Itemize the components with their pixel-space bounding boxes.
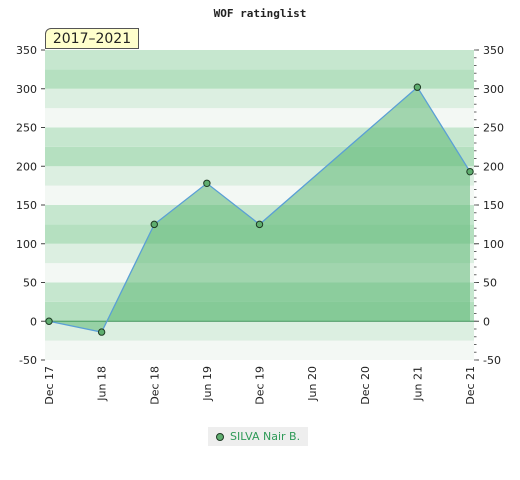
x-tick-label: Jun 19 xyxy=(201,366,214,402)
y-tick-label-left: 300 xyxy=(16,83,37,96)
y-tick-label-left: 100 xyxy=(16,238,37,251)
x-tick-label: Dec 21 xyxy=(464,366,477,405)
tick-layer: -50 -50 0 0 50 50 100 100 150 150 200 200 250 250 300 3… xyxy=(16,44,504,405)
y-tick-label-right: 100 xyxy=(483,238,504,251)
data-point xyxy=(255,220,264,229)
background-band xyxy=(45,321,474,341)
period-label: 2017–2021 xyxy=(45,28,139,49)
y-tick-label-right: 50 xyxy=(483,277,497,290)
y-tick-label-left: 350 xyxy=(16,44,37,57)
y-tick-label-right: 200 xyxy=(483,160,504,173)
background-band xyxy=(45,108,474,128)
data-point xyxy=(45,317,53,325)
y-tick-label-right: -50 xyxy=(483,354,501,367)
data-point xyxy=(466,167,474,176)
x-tick-label: Jun 18 xyxy=(96,366,109,402)
y-tick-label-right: 0 xyxy=(483,315,490,328)
background-band xyxy=(45,69,474,89)
data-point xyxy=(413,83,422,91)
x-tick-label: Dec 17 xyxy=(43,366,56,405)
x-tick-label: Dec 18 xyxy=(148,366,161,405)
y-tick-label-left: 200 xyxy=(16,160,37,173)
data-point xyxy=(150,220,158,229)
series-area xyxy=(49,87,470,333)
x-tick-label: Jun 20 xyxy=(306,366,319,402)
legend: SILVA Nair B. xyxy=(208,427,309,446)
y-tick-label-right: 350 xyxy=(483,44,504,57)
y-tick-label-left: 250 xyxy=(16,122,37,135)
x-tick-label: Dec 19 xyxy=(254,366,267,405)
x-tick-label: Jun 21 xyxy=(411,366,424,402)
x-tick-label: Dec 20 xyxy=(359,366,372,405)
marks-layer xyxy=(45,83,474,336)
y-tick-label-right: 250 xyxy=(483,122,504,135)
y-tick-label-left: 0 xyxy=(30,315,37,328)
legend-marker xyxy=(216,432,224,441)
y-tick-label-left: -50 xyxy=(19,354,37,367)
y-tick-label-left: 50 xyxy=(23,277,37,290)
y-tick-label-right: 300 xyxy=(483,83,504,96)
background-band xyxy=(45,50,474,70)
chart-title: WOF ratinglist xyxy=(214,7,307,20)
background-band xyxy=(45,340,474,360)
background-band xyxy=(45,88,474,109)
data-point xyxy=(203,179,211,188)
y-tick-label-right: 150 xyxy=(483,199,504,212)
legend-label: SILVA Nair B. xyxy=(230,430,301,443)
data-point xyxy=(97,328,106,336)
y-tick-label-left: 150 xyxy=(16,199,37,212)
